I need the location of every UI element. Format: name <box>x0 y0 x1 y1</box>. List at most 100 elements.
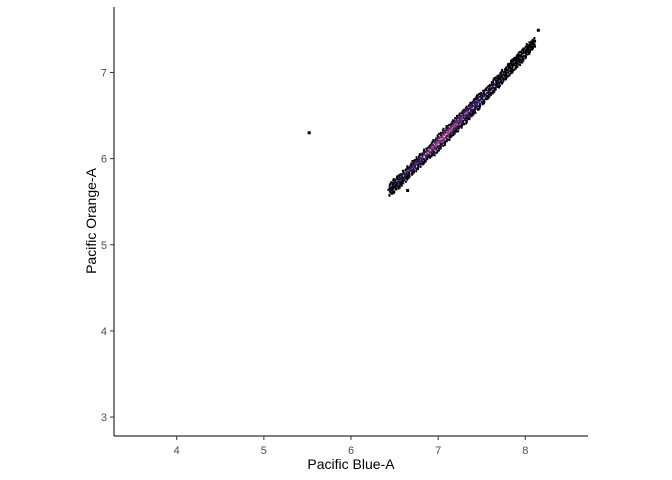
density-bin <box>521 61 524 64</box>
density-bin <box>483 92 486 95</box>
density-bin <box>519 59 522 62</box>
density-bin <box>501 81 504 84</box>
density-bin <box>441 142 444 145</box>
density-bin <box>496 78 499 81</box>
density-bin <box>509 68 512 71</box>
density-bin <box>429 151 432 154</box>
density-bin <box>466 113 469 116</box>
density-bin <box>496 74 499 77</box>
density-bin <box>530 43 533 46</box>
density-bin <box>432 139 435 141</box>
density-bin <box>406 165 409 168</box>
density-bin <box>387 188 390 191</box>
density-bin <box>487 89 490 92</box>
density-bin <box>501 75 504 78</box>
density-bin <box>528 52 531 55</box>
density-bin <box>518 51 521 54</box>
density-bin <box>397 174 400 177</box>
density-bin <box>427 156 430 159</box>
density-bin <box>400 173 403 176</box>
density-bin <box>446 138 449 141</box>
density-bin <box>508 62 511 65</box>
density-bin <box>533 44 536 46</box>
density-bin <box>419 165 422 168</box>
density-bin <box>522 52 525 55</box>
density-bin <box>408 174 411 177</box>
density-bin <box>481 103 484 106</box>
density-bin <box>503 70 506 73</box>
density-bin <box>423 148 426 151</box>
density-bin <box>477 98 480 101</box>
density-bin <box>432 148 435 151</box>
density-bin <box>474 106 477 109</box>
density-bin <box>475 94 478 97</box>
density-bin <box>432 143 434 146</box>
density-bin <box>398 178 401 181</box>
density-bin <box>449 130 452 133</box>
density-bin <box>467 114 470 117</box>
density-bin <box>522 55 525 58</box>
density-bin <box>488 88 490 90</box>
density-bin <box>402 176 404 179</box>
density-bin <box>400 180 403 183</box>
density-bin <box>478 107 481 110</box>
density-bin <box>422 153 425 156</box>
density-bin <box>431 150 434 153</box>
density-bin <box>405 175 408 178</box>
density-bin <box>477 101 480 104</box>
density-bin <box>490 87 493 90</box>
x-tick-label: 5 <box>261 445 267 457</box>
density-bin <box>496 82 499 85</box>
density-bin <box>394 179 397 182</box>
density-bin <box>415 163 418 166</box>
density-bin <box>527 49 530 52</box>
density-bin <box>493 89 496 92</box>
density-bin <box>457 125 460 128</box>
density-bin <box>437 141 440 144</box>
density-bin <box>499 72 502 75</box>
density-bin <box>440 136 443 139</box>
density-bin <box>483 99 485 102</box>
density-bin <box>496 86 499 88</box>
density-bin <box>440 131 443 134</box>
density-bin <box>529 47 532 50</box>
density-bin <box>436 151 439 154</box>
density-bin <box>484 97 487 99</box>
density-bin <box>474 98 477 101</box>
density-bin <box>441 129 444 132</box>
density-bin <box>512 62 515 65</box>
density-bin <box>400 184 403 187</box>
density-bin <box>421 159 424 162</box>
density-bin <box>475 101 478 104</box>
density-bin <box>394 184 397 187</box>
density-bin <box>499 84 501 87</box>
density-bin <box>510 70 513 73</box>
density-bin <box>511 70 514 73</box>
density-bin <box>534 45 536 48</box>
density-bin <box>532 45 535 48</box>
density-bin <box>417 162 420 165</box>
density-bin <box>529 43 532 46</box>
density-bin <box>479 95 482 98</box>
density-bin <box>467 117 470 120</box>
density-bin <box>503 77 506 80</box>
density-bin <box>516 59 518 62</box>
density-bin <box>486 86 489 89</box>
density-bin <box>398 176 401 179</box>
density-bin <box>528 46 531 49</box>
density-bin <box>525 56 527 59</box>
density-bin <box>460 122 463 125</box>
density-bin <box>471 109 474 112</box>
density-bin <box>430 147 433 150</box>
density-bin <box>459 120 462 123</box>
density-bin <box>408 166 411 169</box>
density-bin <box>527 51 530 54</box>
density-bin <box>392 184 395 187</box>
density-bin <box>439 140 442 143</box>
density-bin <box>457 123 460 126</box>
density-bin <box>392 179 395 182</box>
density-bin <box>457 127 460 130</box>
density-bin <box>391 191 393 194</box>
density-bin <box>470 113 473 115</box>
density-bin <box>388 194 391 197</box>
